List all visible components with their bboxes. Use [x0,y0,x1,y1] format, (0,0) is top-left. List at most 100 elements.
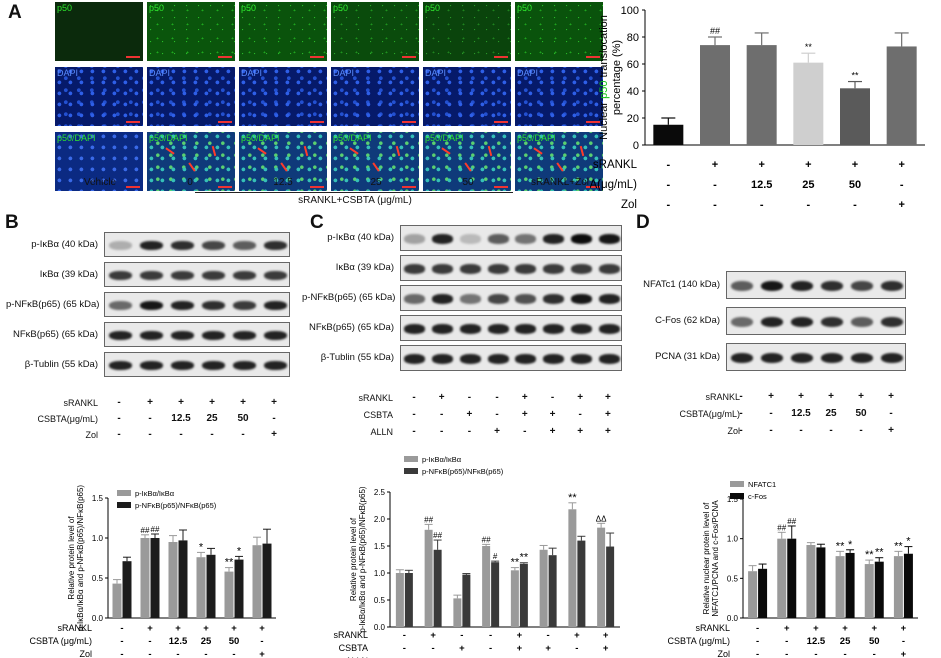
row-label: CSBTA (μg/mL) [29,636,92,646]
micrograph-stain-label: p50 [333,3,349,13]
row-value: + [813,623,819,634]
row-value: + [231,623,237,634]
arrow-marker [579,145,585,157]
band [170,331,195,340]
treatment-value: 50 [237,413,249,424]
scale-bar [126,186,140,188]
row-value: + [459,643,465,654]
bar [653,124,684,145]
treatment-value: - [889,408,893,419]
significance-mark: ** [805,42,813,52]
band [515,354,537,364]
row-value: - [403,630,406,641]
bar [893,556,903,618]
blot-strip [400,225,622,251]
band [515,324,537,334]
row-value: - [756,623,759,634]
band [487,324,509,334]
band [543,354,565,364]
row-value: 50 [229,636,240,647]
arrow-marker [280,162,288,172]
row-value: - [489,630,492,641]
treatment-value: + [798,391,804,402]
treatment-value: + [604,426,611,437]
blot-label: p-NFκB(p65) (65 kDa) [6,298,100,310]
significance-mark: ΔΔ [596,514,607,523]
blot-label: NFκB(p65) (65 kDa) [13,328,98,340]
band [170,361,195,370]
band [570,234,592,244]
scale-bar [586,56,600,58]
bar [840,88,870,145]
band [263,301,288,310]
panel-label-a: A [8,2,22,23]
scale-bar [494,56,508,58]
significance-mark: ## [151,525,160,534]
band [108,361,133,370]
row-value: + [574,630,580,641]
treatment-value: - [179,429,183,440]
row-value: + [871,623,877,634]
bar [539,549,548,627]
legend-label: c-Fos [748,492,767,501]
row-value: - [120,649,123,658]
row-value: - [489,643,492,654]
band [487,264,509,274]
micrograph-cell: DAPI [515,67,603,126]
treatment-value: 50 [855,408,867,419]
band [598,234,620,244]
band [515,264,537,274]
band [760,352,784,364]
legend-swatch [117,490,131,496]
band [263,241,288,250]
y-tick-label: 0.0 [374,623,386,632]
treatment-value: - [148,429,152,440]
significance-mark: ** [865,549,874,561]
treatment-value: - [412,426,416,437]
significance-mark: ** [836,540,845,552]
scale-bar [402,56,416,58]
micrograph-column-label: Vehicle [83,177,117,188]
bar [168,542,178,618]
legend-swatch [730,481,744,487]
band [263,271,288,280]
band [543,324,565,334]
band [404,324,426,334]
arrow-marker [349,147,359,155]
band [820,280,844,292]
bar [433,549,442,627]
band [232,301,257,310]
band [820,352,844,364]
row-value: + [603,656,609,658]
legend-swatch [730,493,744,499]
bar [462,574,471,627]
micrograph-stain-label: p50/DAPI [149,133,188,143]
significance-mark: ## [787,517,796,526]
y-tick-label: 60 [627,59,639,71]
band [487,354,509,364]
micrograph-column-label: 25 [370,177,382,188]
arrow-marker [372,162,380,172]
band [515,294,537,304]
legend-swatch [117,502,131,508]
blot-strip [726,271,906,299]
band [543,294,565,304]
y-tick-label: 20 [627,113,639,125]
micrograph-cell: p50 [331,2,419,61]
bar [150,538,160,618]
treatment-value: + [438,392,445,403]
micrograph-cell: p50/DAPI [239,132,327,191]
treatment-value: + [577,426,584,437]
treatment-label: CSBTA [363,410,393,420]
bar [758,568,768,618]
bar [510,570,519,627]
bar [122,561,132,618]
arrow-marker [556,162,564,172]
micrograph-stain-label: p50 [241,3,257,13]
band [108,331,133,340]
group-line [195,192,513,193]
treatment-value: - [440,426,444,437]
row-value: - [853,199,857,211]
legend-swatch [404,468,418,474]
significance-mark: ** [851,71,859,81]
